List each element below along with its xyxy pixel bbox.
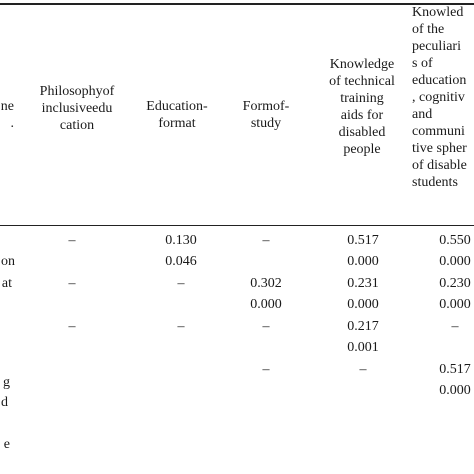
table-cell: – (262, 233, 270, 248)
table-cell: – (262, 362, 270, 377)
table-cell: 0.231 (347, 276, 379, 291)
table-cell: 0.517 (347, 233, 379, 248)
header-col-2: Education- format (146, 99, 208, 131)
table-cell: – (68, 233, 76, 248)
table-cell: – (262, 319, 270, 334)
table-cell: 0.550 (439, 233, 471, 248)
header-col-3: Formof- study (242, 99, 290, 131)
header-col-4: Knowledge of technical training aids for… (329, 57, 395, 157)
table-cell: 0.217 (347, 319, 379, 334)
table-cell: 0.046 (165, 254, 197, 269)
row-label-at: at (1, 276, 12, 291)
header-col-1: Philosophyof inclusiveedu cation (39, 84, 115, 133)
row-label-g: g (3, 375, 10, 390)
table-header-rule (0, 225, 474, 226)
table-cell: 0.000 (347, 254, 379, 269)
table-cell: 0.000 (439, 383, 471, 398)
table-cell: – (177, 276, 185, 291)
table-cell: – (177, 319, 185, 334)
row-label-on: on (1, 254, 15, 269)
table-cell: – (68, 319, 76, 334)
table-cell: – (68, 276, 76, 291)
table-cell: 0.000 (439, 254, 471, 269)
table-cell: 0.302 (250, 276, 282, 291)
table-cell: – (359, 362, 367, 377)
table-cell: 0.000 (347, 297, 379, 312)
table-cell: 0.001 (347, 340, 379, 355)
table-top-rule (0, 3, 474, 5)
header-col-0: ne . (0, 99, 14, 131)
table-cell: – (451, 319, 459, 334)
row-label-e: e (3, 437, 10, 452)
table-cell: 0.000 (250, 297, 282, 312)
header-col-5: Knowled of the peculiari s of education … (412, 5, 467, 190)
table-cell: 0.000 (439, 297, 471, 312)
table-cell: 0.130 (165, 233, 197, 248)
row-label-d: d (1, 395, 8, 410)
table-cell: 0.230 (439, 276, 471, 291)
table-cell: 0.517 (439, 362, 471, 377)
